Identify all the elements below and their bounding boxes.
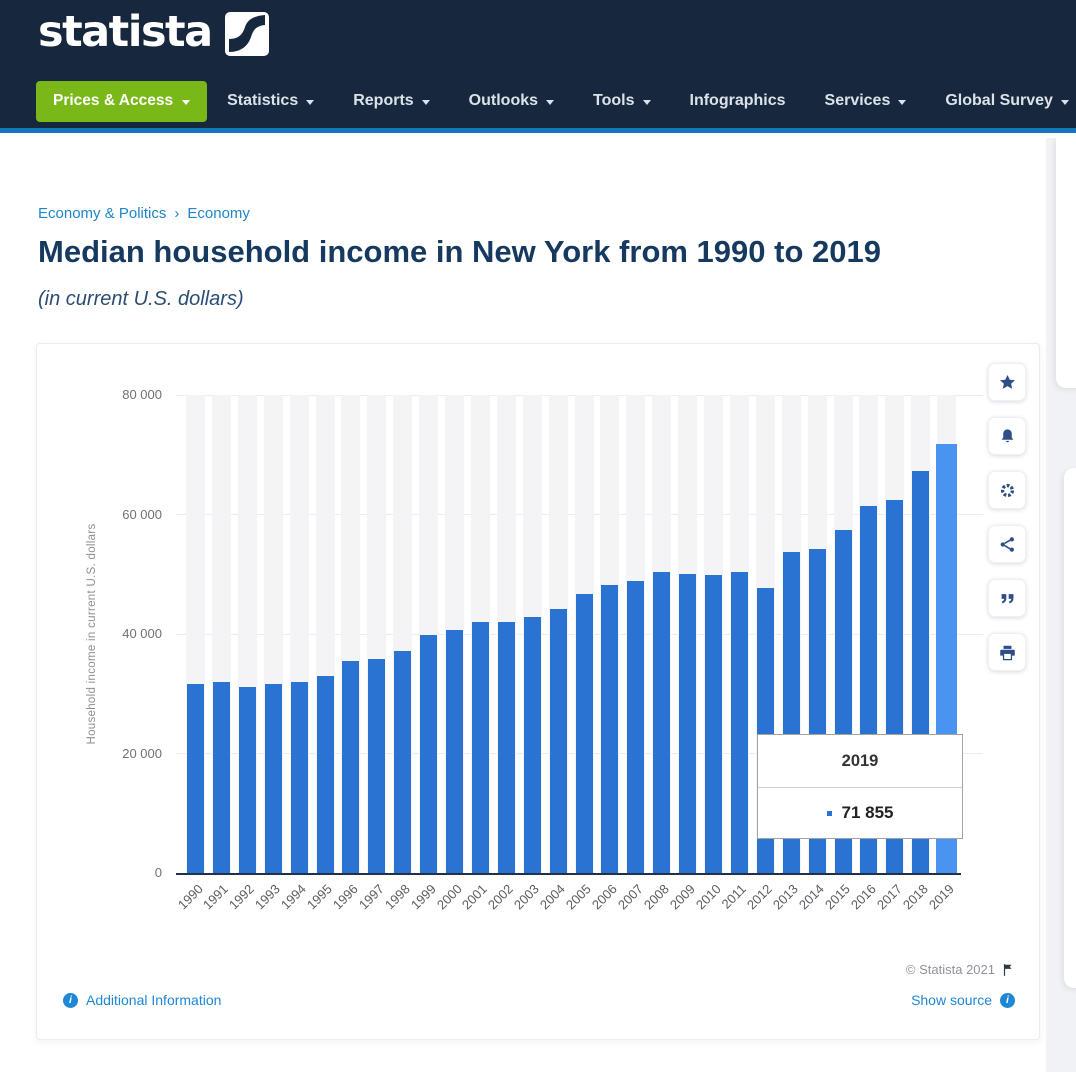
page-title: Median household income in New York from… bbox=[38, 234, 881, 269]
report-flag-icon[interactable] bbox=[1001, 963, 1015, 977]
info-icon: i bbox=[63, 992, 78, 1008]
nav-item-services[interactable]: Services bbox=[825, 92, 907, 110]
bar-2002[interactable] bbox=[497, 622, 515, 873]
nav-items: Statistics Reports Outlooks Tools Infographi… bbox=[227, 92, 1069, 110]
statista-logo-mark-icon bbox=[224, 12, 269, 61]
breadcrumb-separator: › bbox=[174, 205, 180, 222]
copyright-text: © Statista 2021 bbox=[905, 962, 995, 977]
page-subtitle: (in current U.S. dollars) bbox=[38, 288, 244, 310]
breadcrumb: Economy & Politics › Economy bbox=[38, 205, 250, 222]
bar-2004[interactable] bbox=[549, 608, 567, 873]
bar-2003[interactable] bbox=[523, 616, 541, 873]
bar-1991[interactable] bbox=[212, 681, 230, 873]
tooltip-value: 71 855 bbox=[841, 803, 894, 822]
main-nav: Prices & Access Statistics Reports Outlook… bbox=[36, 80, 1076, 122]
bar-1992[interactable] bbox=[238, 687, 256, 873]
bell-button[interactable] bbox=[988, 417, 1026, 455]
share-icon bbox=[998, 535, 1017, 554]
print-button[interactable] bbox=[988, 633, 1026, 671]
bar-2010[interactable] bbox=[705, 575, 722, 873]
right-rail-panel bbox=[1064, 468, 1076, 988]
nav-item-label: Reports bbox=[353, 92, 414, 109]
y-axis-tick-label: 0 bbox=[154, 865, 162, 880]
bar-2000[interactable] bbox=[446, 629, 463, 873]
nav-item-label: Global Survey bbox=[945, 92, 1053, 109]
chart-card: 0 20 000 40 000 60 000 80 000 1990 1991 1992 199… bbox=[36, 343, 1040, 1040]
chevron-down-icon bbox=[642, 99, 651, 105]
nav-item-label: Infographics bbox=[689, 92, 786, 109]
info-icon: i bbox=[1000, 992, 1015, 1008]
bar-2009[interactable] bbox=[679, 574, 697, 873]
quote-button[interactable] bbox=[988, 579, 1026, 617]
chevron-down-icon bbox=[421, 99, 430, 105]
top-navigation-bar: statista Prices & Access Statistics Repor… bbox=[0, 0, 1076, 133]
prices-access-button[interactable]: Prices & Access bbox=[36, 80, 208, 122]
action-rail bbox=[988, 363, 1026, 671]
bar-2011[interactable] bbox=[730, 571, 748, 873]
y-axis-tick-label: 60 000 bbox=[122, 506, 162, 522]
nav-item-outlooks[interactable]: Outlooks bbox=[468, 92, 555, 110]
copyright-note: © Statista 2021 bbox=[906, 962, 1015, 977]
nav-item-label: Statistics bbox=[227, 92, 299, 109]
chart-tooltip: 2019 71 855 bbox=[757, 734, 963, 839]
nav-item-reports[interactable]: Reports bbox=[353, 92, 430, 110]
y-axis-tick-label: 20 000 bbox=[122, 745, 162, 761]
chevron-down-icon bbox=[546, 99, 555, 105]
chevron-down-icon bbox=[182, 99, 191, 105]
bar-1999[interactable] bbox=[420, 635, 438, 873]
gear-button[interactable] bbox=[988, 471, 1026, 509]
bell-icon bbox=[998, 427, 1017, 446]
bar-1997[interactable] bbox=[368, 659, 386, 873]
breadcrumb-economy[interactable]: Economy bbox=[187, 205, 250, 222]
print-icon bbox=[998, 643, 1017, 662]
bar-2001[interactable] bbox=[471, 622, 489, 873]
bar-1996[interactable] bbox=[342, 661, 360, 873]
bar-1994[interactable] bbox=[290, 682, 308, 873]
quote-icon bbox=[998, 589, 1017, 608]
bar-1995[interactable] bbox=[316, 675, 334, 873]
nav-item-statistics[interactable]: Statistics bbox=[227, 92, 315, 110]
gear-icon bbox=[998, 481, 1017, 500]
chart-plot-area: 0 20 000 40 000 60 000 80 000 1990 1991 1992 199… bbox=[37, 344, 1039, 1039]
nav-item-label: Outlooks bbox=[468, 92, 539, 109]
star-button[interactable] bbox=[988, 363, 1026, 401]
right-rail-panel bbox=[1056, 138, 1076, 388]
prices-access-label: Prices & Access bbox=[53, 92, 174, 109]
series-bullet-icon bbox=[826, 810, 832, 816]
statista-logo[interactable]: statista bbox=[38, 7, 269, 61]
nav-item-tools[interactable]: Tools bbox=[593, 92, 651, 110]
nav-item-label: Services bbox=[824, 92, 891, 109]
show-source-link[interactable]: Show source i bbox=[911, 992, 1015, 1008]
bar-2005[interactable] bbox=[575, 593, 593, 873]
breadcrumb-economy-politics[interactable]: Economy & Politics bbox=[38, 205, 167, 222]
share-button[interactable] bbox=[988, 525, 1026, 563]
additional-information-link[interactable]: i Additional Information bbox=[63, 992, 221, 1008]
bar-2007[interactable] bbox=[627, 581, 645, 873]
chevron-down-icon bbox=[306, 99, 315, 105]
tooltip-value-row: 71 855 bbox=[758, 788, 962, 838]
nav-item-label: Tools bbox=[593, 92, 635, 109]
y-axis-title: Household income in current U.S. dollars bbox=[86, 523, 98, 745]
bar-1998[interactable] bbox=[394, 651, 412, 873]
y-axis-tick-label: 80 000 bbox=[122, 387, 162, 402]
bar-1990[interactable] bbox=[187, 684, 204, 873]
bar-1993[interactable] bbox=[264, 683, 282, 873]
bar-2008[interactable] bbox=[653, 572, 671, 873]
x-axis-line bbox=[176, 873, 961, 875]
bar-2006[interactable] bbox=[601, 585, 619, 873]
additional-information-label: Additional Information bbox=[86, 992, 222, 1008]
tooltip-year: 2019 bbox=[758, 735, 962, 788]
y-axis-tick-label: 40 000 bbox=[122, 626, 162, 641]
star-icon bbox=[998, 373, 1017, 392]
logo-text: statista bbox=[38, 7, 213, 57]
chevron-down-icon bbox=[1060, 99, 1069, 105]
nav-item-global-survey[interactable]: Global Survey bbox=[945, 92, 1069, 110]
nav-item-infographics[interactable]: Infographics bbox=[690, 92, 786, 110]
show-source-label: Show source bbox=[911, 992, 992, 1008]
chevron-down-icon bbox=[898, 99, 907, 105]
